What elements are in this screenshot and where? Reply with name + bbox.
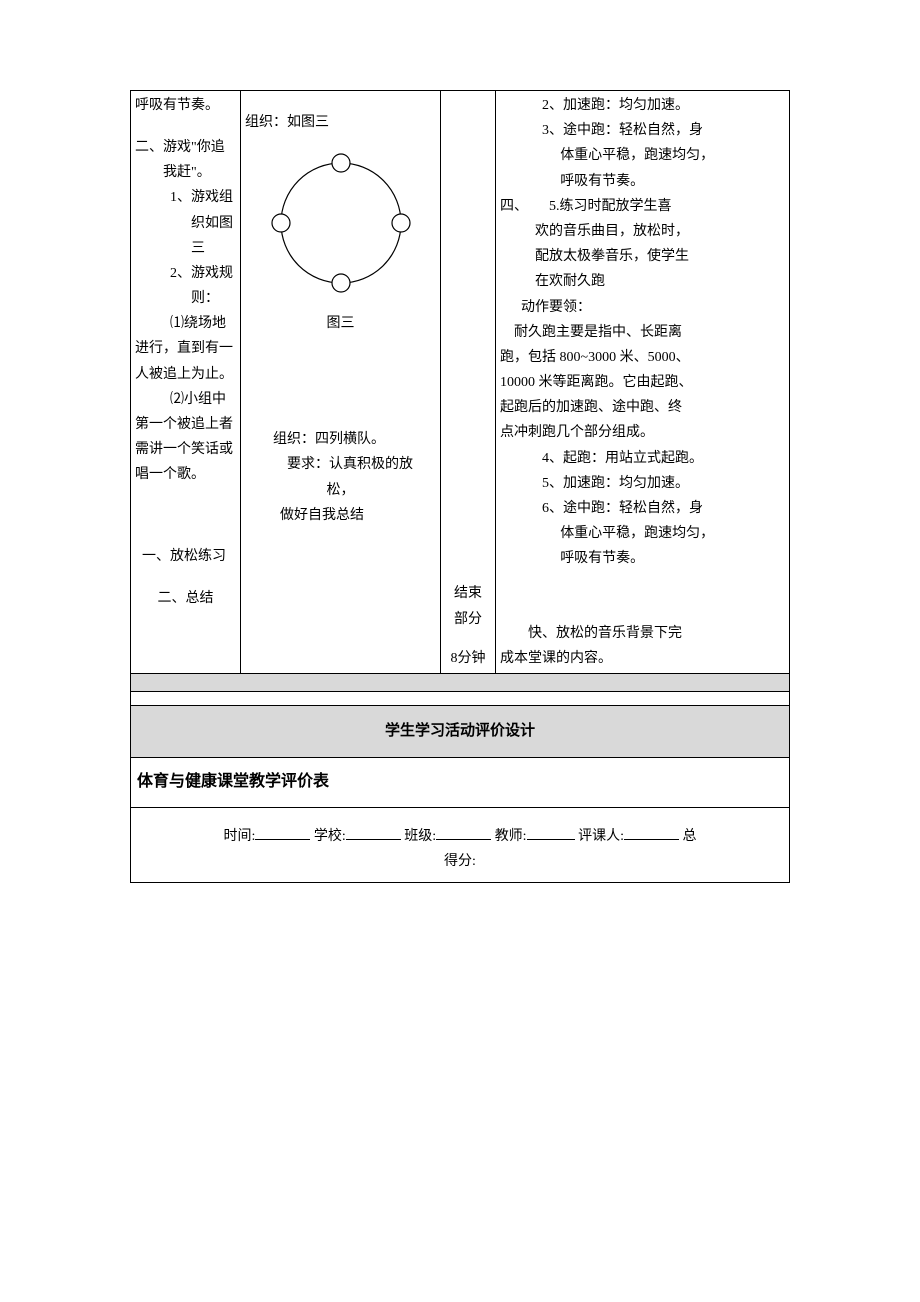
rule1-3: 人被追上为止。 — [135, 362, 236, 387]
gray-spacer-row — [131, 673, 790, 691]
m-line2b: 体重心平稳，跑速均匀， — [500, 143, 785, 168]
rule2-3: 需讲一个笑话或 — [135, 437, 236, 462]
m-line2a: 3、途中跑：轻松自然，身 — [500, 118, 785, 143]
m-bottom1: 快、放松的音乐背景下完 — [500, 621, 785, 646]
time-label: 时间: — [224, 829, 256, 844]
reviewer-label: 评课人: — [578, 829, 624, 844]
total-label: 总 — [682, 829, 696, 844]
m-line3a: 四、 5.练习时配放学生喜 — [500, 194, 785, 219]
phase-label-1: 结束 — [445, 581, 491, 606]
eval-title: 体育与健康课堂教学评价表 — [131, 757, 790, 807]
school-label: 学校: — [314, 829, 346, 844]
m-line3b: 欢的音乐曲目，放松时， — [500, 219, 785, 244]
m-line6: 4、起跑：用站立式起跑。 — [500, 446, 785, 471]
m-line5c: 10000 米等距离跑。它由起跑、 — [500, 370, 785, 395]
content-row: 呼吸有节奏。 二、游戏"你追 我赶"。 1、游戏组 织如图 三 2、游戏规 则：… — [131, 91, 790, 674]
m-line5a: 耐久跑主要是指中、长距离 — [500, 320, 785, 345]
time-blank — [255, 826, 310, 840]
org-label: 组织：如图三 — [245, 110, 436, 135]
game-rule-1: 2、游戏规 — [135, 261, 236, 286]
section-header-row: 学生学习活动评价设计 — [131, 705, 790, 757]
m-bottom2: 成本堂课的内容。 — [500, 646, 785, 671]
duration: 8分钟 — [445, 646, 491, 671]
game-org-2: 织如图 — [135, 211, 236, 236]
white-spacer-row — [131, 691, 790, 705]
section-header: 学生学习活动评价设计 — [131, 705, 790, 757]
rule1-1: ⑴绕场地 — [135, 311, 236, 336]
game-title-1: 二、游戏"你追 — [135, 135, 236, 160]
m-line3d: 在欢耐久跑 — [500, 269, 785, 294]
m-line8c: 呼吸有节奏。 — [500, 546, 785, 571]
breathing-text: 呼吸有节奏。 — [135, 93, 236, 118]
score-label: 得分: — [444, 854, 476, 869]
col3-phase: 结束 部分 8分钟 — [441, 91, 496, 674]
game-org-1: 1、游戏组 — [135, 185, 236, 210]
gray-spacer — [131, 673, 790, 691]
class-label: 班级: — [404, 829, 436, 844]
class-blank — [436, 826, 491, 840]
summary: 二、总结 — [135, 586, 236, 611]
col2-organization: 组织：如图三 图三 组织：四列横队。 要求：认真积极的放 松， 做好自我总结 — [241, 91, 441, 674]
lesson-plan-table: 呼吸有节奏。 二、游戏"你追 我赶"。 1、游戏组 织如图 三 2、游戏规 则：… — [130, 90, 790, 883]
m-line3c: 配放太极拳音乐，使学生 — [500, 244, 785, 269]
teacher-blank — [527, 826, 575, 840]
game-rule-2: 则： — [135, 286, 236, 311]
circle-diagram-container — [245, 143, 436, 303]
rule1-2: 进行，直到有一 — [135, 336, 236, 361]
form-line: 时间: 学校: 班级: 教师: 评课人: 总 得分: — [131, 807, 790, 882]
circle-diagram — [261, 143, 421, 303]
relax-practice: 一、放松练习 — [135, 544, 236, 569]
m-line8b: 体重心平稳，跑速均匀， — [500, 521, 785, 546]
figure-label: 图三 — [245, 311, 436, 336]
col4-methods: 2、加速跑：均匀加速。 3、途中跑：轻松自然，身 体重心平稳，跑速均匀， 呼吸有… — [496, 91, 790, 674]
m-line4: 动作要领： — [500, 295, 785, 320]
bottom-req1: 要求：认真积极的放 — [245, 452, 436, 477]
m-line5d: 起跑后的加速跑、途中跑、终 — [500, 395, 785, 420]
rule2-1: ⑵小组中 — [135, 387, 236, 412]
m-line5e: 点冲刺跑几个部分组成。 — [500, 420, 785, 445]
m-line8a: 6、途中跑：轻松自然，身 — [500, 496, 785, 521]
game-title-2: 我赶"。 — [135, 160, 236, 185]
rule2-4: 唱一个歌。 — [135, 462, 236, 487]
eval-title-row: 体育与健康课堂教学评价表 — [131, 757, 790, 807]
form-row: 时间: 学校: 班级: 教师: 评课人: 总 得分: — [131, 807, 790, 882]
bottom-req3: 做好自我总结 — [245, 503, 436, 528]
phase-label-2: 部分 — [445, 607, 491, 632]
white-spacer — [131, 691, 790, 705]
bottom-req2: 松， — [245, 478, 436, 503]
m-line2c: 呼吸有节奏。 — [500, 169, 785, 194]
m-line1: 2、加速跑：均匀加速。 — [500, 93, 785, 118]
reviewer-blank — [624, 826, 679, 840]
m-line5b: 跑，包括 800~3000 米、5000、 — [500, 345, 785, 370]
game-org-3: 三 — [135, 236, 236, 261]
teacher-label: 教师: — [495, 829, 527, 844]
m-line7: 5、加速跑：均匀加速。 — [500, 471, 785, 496]
col1-activities: 呼吸有节奏。 二、游戏"你追 我赶"。 1、游戏组 织如图 三 2、游戏规 则：… — [131, 91, 241, 674]
rule2-2: 第一个被追上者 — [135, 412, 236, 437]
school-blank — [346, 826, 401, 840]
bottom-org: 组织：四列横队。 — [245, 427, 436, 452]
